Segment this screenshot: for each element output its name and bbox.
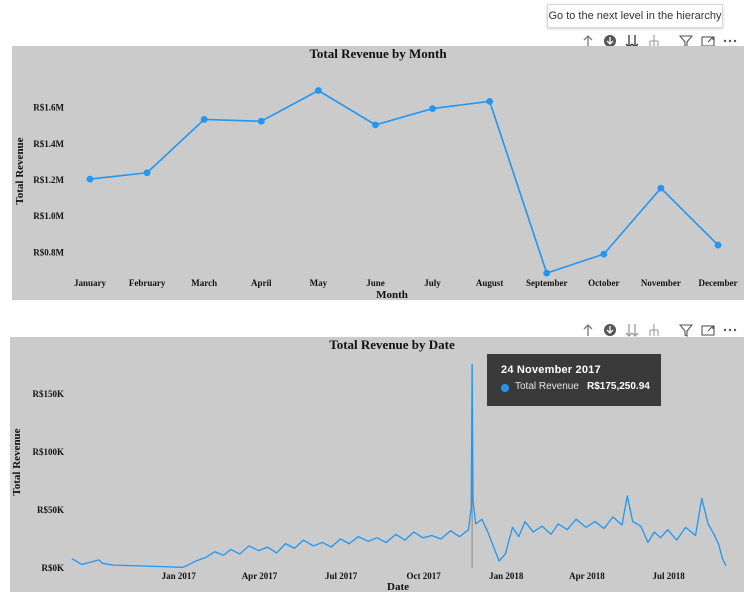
- y-tick-label: R$50K: [37, 505, 64, 515]
- x-tick-label: December: [699, 278, 738, 288]
- expand-hierarchy-icon[interactable]: [646, 322, 662, 338]
- x-tick-label: Jul 2018: [652, 571, 685, 581]
- data-point-january[interactable]: [86, 175, 94, 183]
- y-tick-label: R$0K: [42, 563, 65, 573]
- y-tick-label: R$150K: [33, 389, 65, 399]
- more-options-icon[interactable]: [722, 322, 738, 338]
- y-tick-label: R$1.6M: [33, 103, 64, 113]
- data-point-july[interactable]: [429, 105, 436, 112]
- y-tick-label: R$1.2M: [33, 175, 64, 185]
- chart1-toolbar: [580, 33, 744, 49]
- chart-title: Total Revenue by Date: [329, 337, 455, 352]
- data-point-may[interactable]: [314, 87, 322, 94]
- focus-mode-icon[interactable]: [700, 322, 716, 338]
- more-options-icon[interactable]: [722, 33, 738, 49]
- data-point-february[interactable]: [143, 169, 151, 177]
- x-tick-label: Apr 2017: [242, 571, 278, 581]
- drill-up-icon[interactable]: [580, 322, 596, 338]
- tooltip-value: R$175,250.94: [587, 381, 650, 392]
- x-tick-label: September: [526, 278, 568, 288]
- monthly-revenue-svg: Total Revenue by Month Month Total Reven…: [14, 46, 738, 300]
- y-tick-label: R$1.4M: [33, 139, 64, 149]
- x-tick-label: February: [129, 278, 166, 288]
- y-tick-label: R$1.0M: [33, 211, 64, 221]
- x-tick-label: June: [366, 278, 385, 288]
- x-tick-label: October: [588, 278, 620, 288]
- data-point-october[interactable]: [600, 250, 608, 258]
- next-level-icon[interactable]: [624, 322, 640, 338]
- data-point-august[interactable]: [486, 97, 494, 105]
- drill-down-on-icon[interactable]: [602, 33, 618, 49]
- x-tick-label: Jan 2018: [489, 571, 524, 581]
- x-tick-label: Oct 2017: [407, 571, 442, 581]
- drill-down-on-icon[interactable]: [602, 322, 618, 338]
- x-tick-label: Jan 2017: [162, 571, 197, 581]
- daily-revenue-svg: Total Revenue by Date Date Total Revenue…: [11, 337, 727, 592]
- data-point-june[interactable]: [372, 121, 379, 129]
- data-point-september[interactable]: [543, 269, 551, 277]
- chart-title: Total Revenue by Month: [309, 46, 447, 61]
- x-tick-label: May: [310, 278, 328, 288]
- x-axis-label: Date: [387, 581, 409, 592]
- y-tick-label: R$0.8M: [33, 247, 64, 257]
- data-tooltip: 24 November 2017 Total Revenue R$175,250…: [487, 354, 661, 406]
- filter-icon[interactable]: [678, 322, 694, 338]
- data-point-december[interactable]: [714, 241, 722, 249]
- hierarchy-tooltip: Go to the next level in the hierarchy: [547, 4, 723, 28]
- tooltip-series-label: Total Revenue: [515, 381, 579, 392]
- series-line: [71, 363, 727, 569]
- monthly-revenue-chart: Total Revenue by Month Month Total Reven…: [12, 46, 744, 300]
- y-tick-label: R$100K: [33, 447, 65, 457]
- x-tick-label: March: [191, 278, 217, 288]
- x-tick-label: November: [641, 278, 681, 288]
- data-point-april[interactable]: [257, 117, 265, 125]
- series-line: [89, 89, 719, 275]
- y-axis-label: Total Revenue: [14, 137, 26, 204]
- data-point-november[interactable]: [657, 184, 665, 192]
- expand-hierarchy-icon[interactable]: [646, 33, 662, 49]
- x-tick-label: Jul 2017: [325, 571, 358, 581]
- x-tick-label: Apr 2018: [569, 571, 605, 581]
- drill-up-icon[interactable]: [580, 33, 596, 49]
- y-axis-label: Total Revenue: [11, 428, 23, 495]
- x-tick-label: August: [476, 278, 504, 288]
- data-point-march[interactable]: [200, 116, 208, 123]
- x-tick-label: April: [251, 278, 272, 288]
- x-tick-label: July: [424, 278, 441, 288]
- x-tick-label: January: [74, 278, 107, 288]
- chart2-toolbar: [580, 322, 744, 338]
- series-dot-icon: [501, 384, 509, 392]
- x-axis-label: Month: [376, 289, 408, 300]
- tooltip-date: 24 November 2017: [501, 364, 601, 376]
